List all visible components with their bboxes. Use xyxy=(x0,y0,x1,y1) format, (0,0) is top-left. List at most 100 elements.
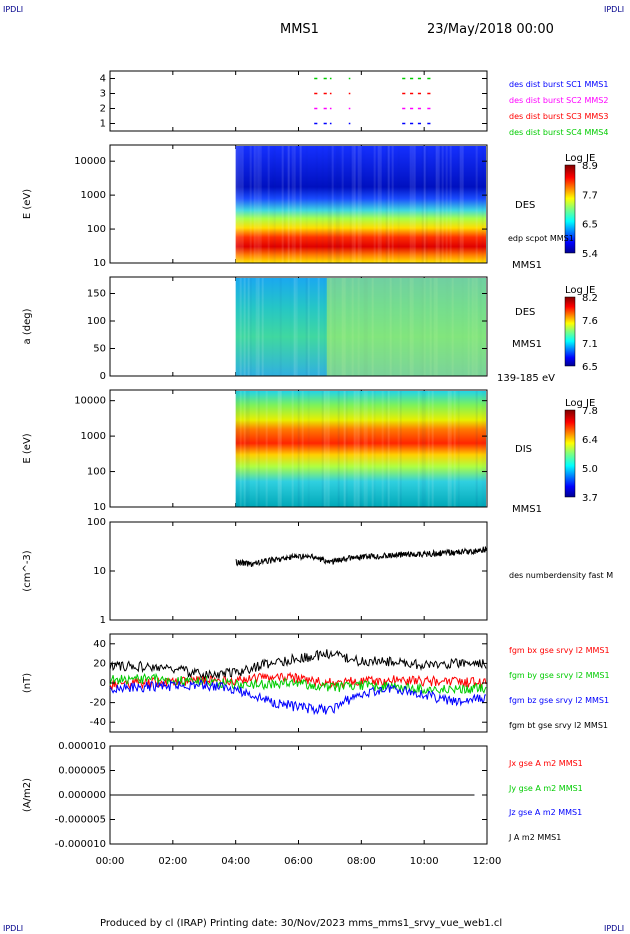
panel-des-energy-heatmap-stripe xyxy=(359,146,362,263)
panel-density-frame xyxy=(109,521,488,621)
panel-des-pitch-heatmap-stripe xyxy=(255,278,258,376)
panel-dis-energy-heatmap-stripe xyxy=(387,391,390,507)
panel-dis-energy-heatmap-stripe xyxy=(475,391,478,507)
y-tick-label: -40 xyxy=(90,717,106,728)
y-tick-label: 10 xyxy=(93,258,106,269)
legend-entry: des dist burst SC4 MMS4 xyxy=(509,128,608,137)
y-tick-label: 0.000010 xyxy=(58,741,106,752)
x-tick-label: 12:00 xyxy=(473,856,502,867)
panel-des-energy-heatmap-stripe xyxy=(373,146,376,263)
panel-des-energy-heatmap-stripe xyxy=(481,146,484,263)
panel-des-pitch-heatmap-stripe xyxy=(257,278,260,376)
colorbar-tick-label: 5.0 xyxy=(582,464,598,475)
panel-fgm-series-line xyxy=(109,649,487,680)
colorbar-tick-label: 8.2 xyxy=(582,293,598,304)
panel-dis-energy-heatmap-stripe xyxy=(337,391,340,507)
panel-dis-energy-heatmap-stripe xyxy=(386,391,388,507)
y-axis-label: E (eV) xyxy=(22,433,33,463)
x-tick-label: 08:00 xyxy=(347,856,376,867)
panel-des-energy-heatmap-stripe xyxy=(293,146,296,263)
panel-des-energy-heatmap-stripe xyxy=(364,146,366,263)
side-label: DES xyxy=(515,200,535,211)
panel-des-energy-heatmap-stripe xyxy=(413,146,416,263)
plot-title: MMS1 xyxy=(280,22,319,37)
panel-des-energy-heatmap-stripe xyxy=(316,146,318,263)
panel-dis-energy-heatmap-stripe xyxy=(399,391,402,507)
panel-des-energy-heatmap-stripe xyxy=(322,146,324,263)
panel-des-energy-heatmap-stripe xyxy=(337,146,340,263)
panel-dis-energy-heatmap-stripe xyxy=(484,391,486,507)
y-tick-label: -0.000005 xyxy=(55,815,106,826)
y-tick-label: 1 xyxy=(100,615,106,626)
colorbar-tick-label: 7.6 xyxy=(582,316,598,327)
panel-dis-energy-heatmap-stripe xyxy=(332,391,334,507)
side-label: MMS1 xyxy=(512,339,542,350)
y-tick-label: 1000 xyxy=(81,431,106,442)
y-tick-label: -0.000010 xyxy=(55,839,106,850)
panel-des-energy-heatmap-stripe xyxy=(444,146,446,263)
y-tick-label: 40 xyxy=(93,639,106,650)
panel-des-energy-heatmap-stripe xyxy=(257,146,260,263)
panel-dis-energy-heatmap-stripe xyxy=(282,391,284,507)
panel-des-energy-heatmap-stripe xyxy=(350,146,352,263)
panel-des-pitch-heatmap-stripe xyxy=(317,278,320,376)
y-tick-label: 100 xyxy=(87,467,106,478)
panel-dis-energy-heatmap-stripe xyxy=(427,391,430,507)
panel-dis-energy-frame-border xyxy=(109,389,488,508)
panel-des-pitch-heatmap-stripe xyxy=(254,278,256,376)
panel-des-energy-heatmap-stripe xyxy=(425,146,428,263)
legend-entry: Jz gse A m2 MMS1 xyxy=(508,808,582,817)
panel-des-energy-heatmap-stripe xyxy=(459,146,462,263)
panel-dis-energy-heatmap-stripe xyxy=(381,391,384,507)
panel-des-energy-heatmap-stripe xyxy=(379,146,382,263)
y-tick-label: 0 xyxy=(100,678,106,689)
panel-dis-energy-heatmap-stripe xyxy=(297,391,300,507)
y-tick-label: 3 xyxy=(100,89,106,100)
panel-dis-energy-heatmap-stripe xyxy=(277,391,280,507)
x-tick-label: 00:00 xyxy=(96,856,125,867)
panel-dis-energy-heatmap-stripe xyxy=(421,391,424,507)
y-tick-label: 10 xyxy=(93,566,106,577)
panel-des-energy-heatmap-stripe xyxy=(267,146,270,263)
y-tick-label: 0.000000 xyxy=(58,790,106,801)
panel-dis-energy-heatmap-stripe xyxy=(363,391,366,507)
panel-des-pitch-heatmap-stripe xyxy=(295,278,298,376)
y-axis-label: (A/m2) xyxy=(22,778,33,812)
panel-des-energy-heatmap-stripe xyxy=(291,146,294,263)
panel-des-energy-heatmap-stripe xyxy=(329,146,332,263)
legend-entry: des dist burst SC2 MMS2 xyxy=(509,96,608,105)
panel-des-energy-heatmap-stripe xyxy=(299,146,302,263)
panel-dis-energy-heatmap-stripe xyxy=(239,391,242,507)
colorbar-title: Log JE xyxy=(565,153,595,164)
pitch-heatmap-region xyxy=(326,278,486,376)
panel-des-energy-heatmap-stripe xyxy=(423,146,426,263)
panel-des-energy-heatmap-stripe xyxy=(272,146,274,263)
colorbar-tick-label: 8.9 xyxy=(582,161,598,172)
panel-dis-energy-heatmap-stripe xyxy=(265,391,268,507)
panel-des-pitch-heatmap-stripe xyxy=(247,278,250,376)
side-label: DES xyxy=(515,307,535,318)
panel-dis-energy-heatmap-stripe xyxy=(257,391,260,507)
panel-fgm-series-line xyxy=(109,679,487,716)
footer-text: Produced by cl (IRAP) Printing date: 30/… xyxy=(100,918,503,929)
panel-des-energy-heatmap-stripe xyxy=(387,146,390,263)
panel-des-energy-heatmap-stripe xyxy=(281,146,284,263)
y-tick-label: 100 xyxy=(87,517,106,528)
panel-dis-energy-heatmap-stripe xyxy=(245,391,248,507)
y-tick-label: 2 xyxy=(100,104,106,115)
panel-dis-energy-heatmap-stripe xyxy=(431,391,434,507)
panel-des-energy-heatmap-stripe xyxy=(235,146,238,263)
panel-dis-energy-heatmap-stripe xyxy=(357,391,360,507)
panel-des-pitch-heatmap-stripe xyxy=(293,278,296,376)
panel-des-energy-heatmap-stripe xyxy=(341,146,344,263)
panel-des-energy-heatmap-stripe xyxy=(409,146,412,263)
panel-des-energy-heatmap-stripe xyxy=(259,146,262,263)
y-tick-label: -20 xyxy=(90,698,106,709)
panel-des-energy-heatmap-stripe xyxy=(353,146,356,263)
legend-entry: J A m2 MMS1 xyxy=(508,833,561,842)
side-label: MMS1 xyxy=(512,504,542,515)
panel-dis-energy-heatmap-stripe xyxy=(457,391,460,507)
panel-des-energy-heatmap-stripe xyxy=(458,146,460,263)
panel-dis-energy-heatmap-stripe xyxy=(243,391,246,507)
